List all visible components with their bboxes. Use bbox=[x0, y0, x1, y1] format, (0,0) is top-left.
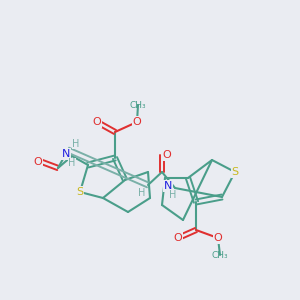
Text: H: H bbox=[72, 139, 80, 149]
Text: O: O bbox=[93, 117, 101, 127]
Text: N: N bbox=[164, 181, 172, 191]
Text: O: O bbox=[174, 233, 182, 243]
Text: O: O bbox=[34, 157, 42, 167]
Text: O: O bbox=[133, 117, 141, 127]
Text: S: S bbox=[231, 167, 239, 177]
Text: N: N bbox=[62, 149, 70, 159]
Text: O: O bbox=[214, 233, 222, 243]
Text: H: H bbox=[138, 188, 146, 198]
Text: O: O bbox=[163, 150, 171, 160]
Text: H: H bbox=[169, 190, 177, 200]
Text: S: S bbox=[76, 187, 84, 197]
Text: CH₃: CH₃ bbox=[130, 100, 146, 109]
Text: H: H bbox=[68, 158, 76, 168]
Text: CH₃: CH₃ bbox=[212, 250, 228, 260]
